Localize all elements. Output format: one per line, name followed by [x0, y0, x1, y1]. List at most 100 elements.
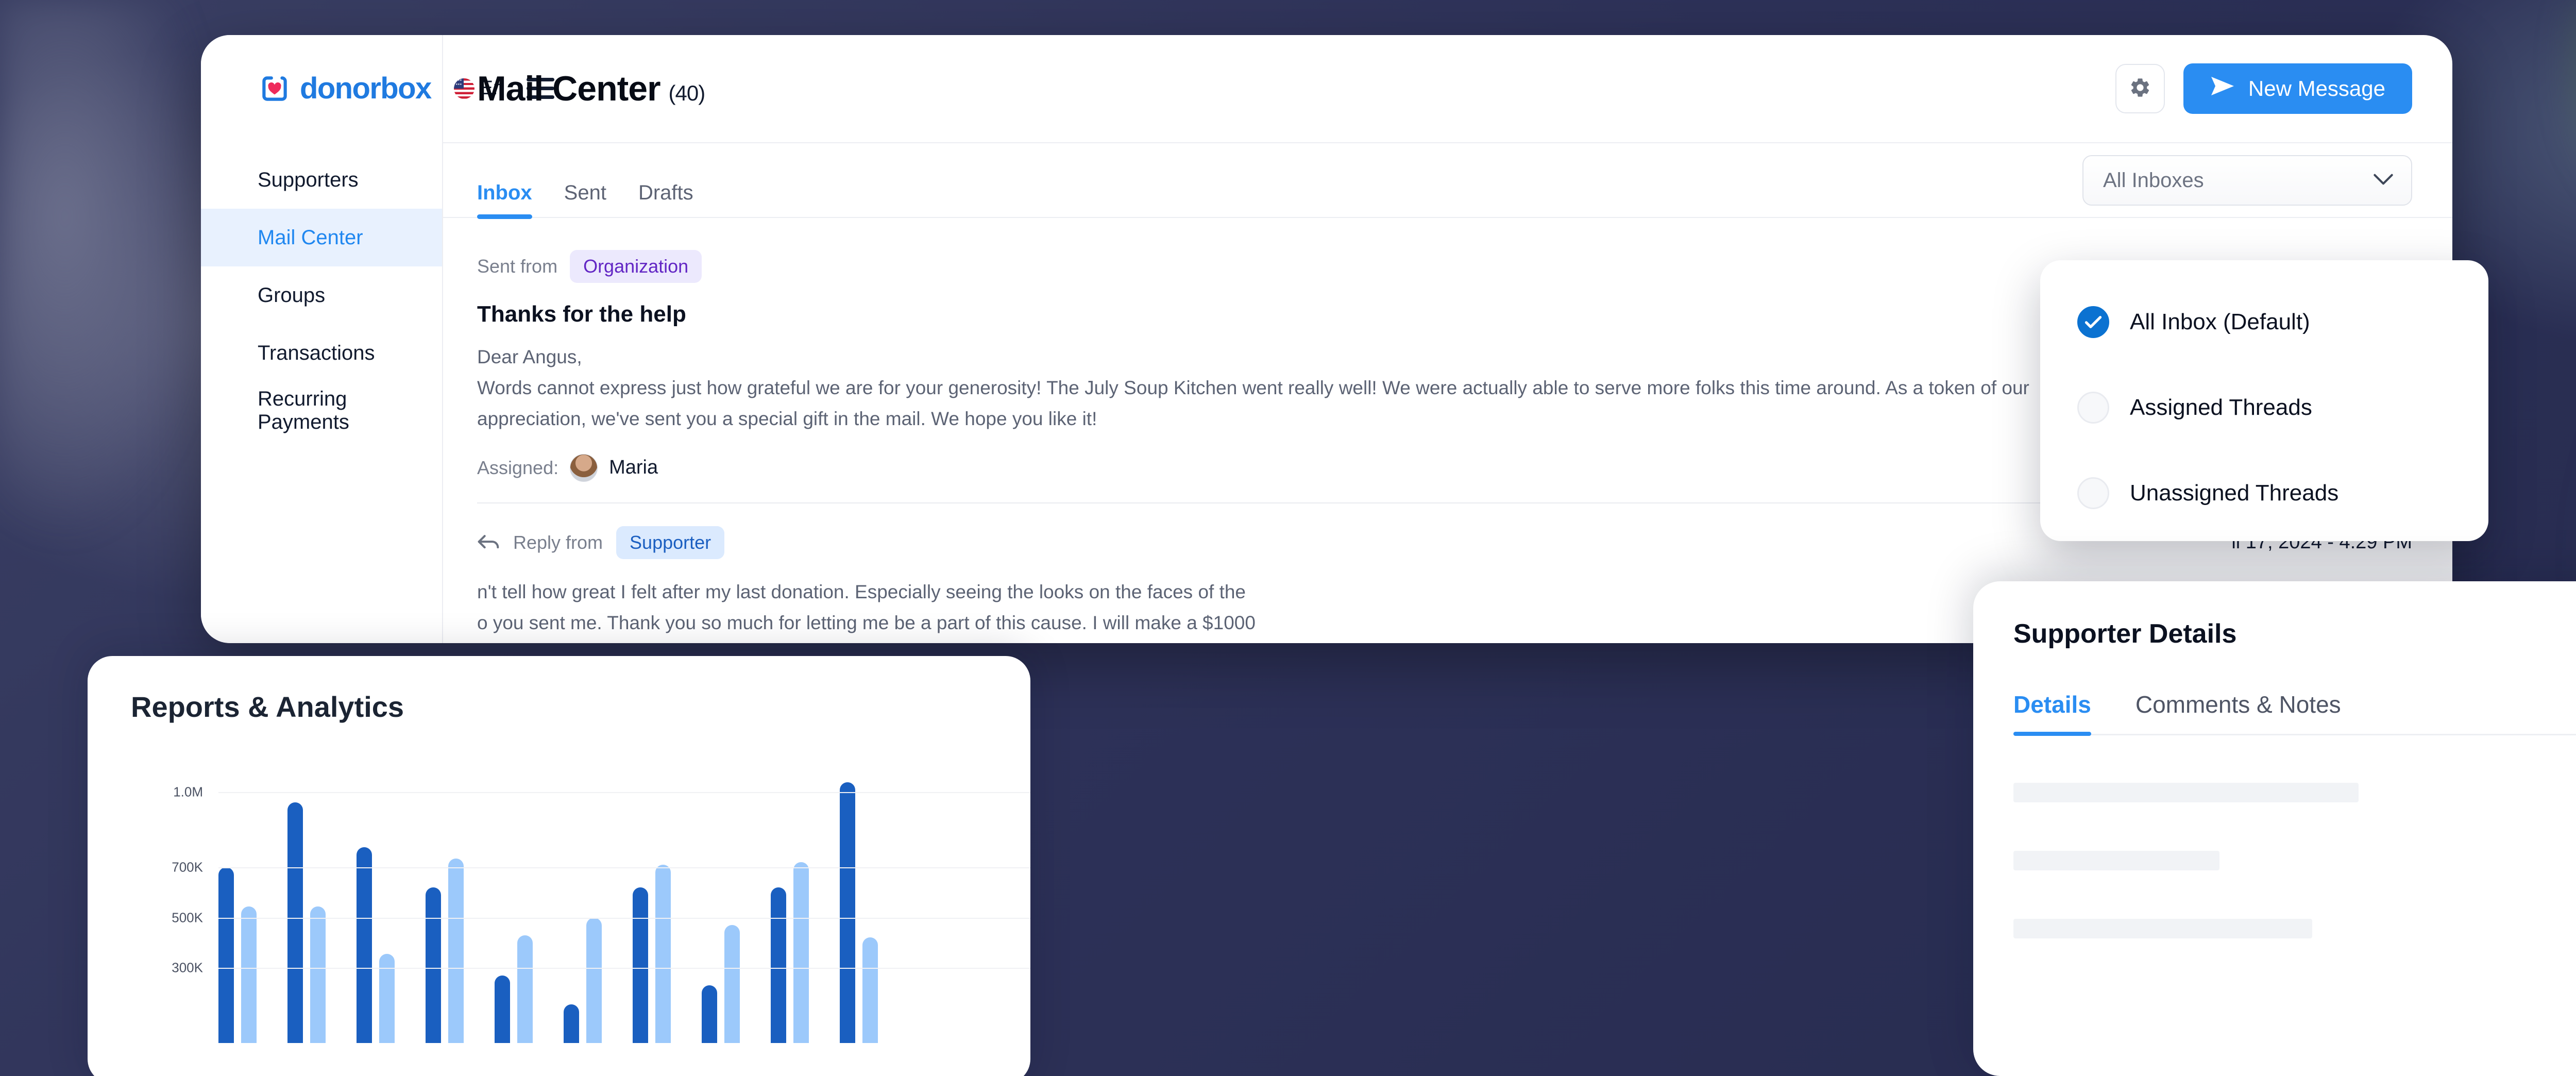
mail-tabs: Inbox Sent Drafts — [477, 181, 693, 219]
reply-arrow-icon[interactable] — [477, 533, 500, 552]
sidebar-header: donorbox En — [201, 35, 555, 106]
thread-body: Dear Angus, Words cannot express just ho… — [477, 342, 2100, 434]
chart-bar[interactable] — [586, 917, 602, 1043]
chart-bar[interactable] — [702, 985, 717, 1043]
mail-thread: Sent from Organization Thanks for the he… — [443, 218, 2452, 643]
tab-details[interactable]: Details — [2013, 691, 2091, 736]
chart-bar[interactable] — [495, 975, 510, 1043]
reply-paragraph-line-2: o you sent me. Thank you so much for let… — [477, 612, 1256, 633]
chart-bar[interactable] — [771, 887, 786, 1043]
tab-drafts[interactable]: Drafts — [638, 181, 693, 217]
tab-label: Comments & Notes — [2135, 691, 2341, 718]
sidebar-item-transactions[interactable]: Transactions — [201, 324, 442, 382]
main-content: Mail Center (40) New Message — [443, 35, 2452, 643]
dropdown-option-all-inbox[interactable]: All Inbox (Default) — [2040, 295, 2488, 349]
skeleton-row — [2013, 919, 2312, 938]
inbox-filter-select[interactable]: All Inboxes — [2082, 155, 2412, 206]
chart-bar[interactable] — [448, 859, 464, 1043]
page-title-count: (40) — [668, 81, 706, 105]
skeleton-row — [2013, 851, 2219, 870]
tab-inbox[interactable]: Inbox — [477, 181, 532, 219]
assignee-name: Maria — [609, 457, 658, 479]
assigned-row: Assigned: Maria — [477, 453, 2412, 482]
reports-analytics-card: Reports & Analytics 1.0M 700K 500K 300K — [88, 656, 1030, 1076]
chart-bar[interactable] — [426, 887, 441, 1043]
avatar — [570, 453, 598, 482]
chart-bar-group[interactable] — [287, 802, 326, 1043]
tab-sent[interactable]: Sent — [564, 181, 606, 217]
status-badge-supporter: Supporter — [616, 526, 725, 559]
chart-bar[interactable] — [517, 935, 533, 1043]
chart-bar-group[interactable] — [495, 935, 533, 1043]
chart-y-tick-label: 300K — [172, 960, 203, 976]
chart-bar-group[interactable] — [564, 917, 602, 1043]
language-label: En — [480, 77, 504, 99]
chart-bar[interactable] — [840, 782, 855, 1043]
tab-label: Drafts — [638, 181, 693, 204]
chart-bar[interactable] — [862, 937, 878, 1043]
sidebar-item-label: Groups — [258, 283, 326, 307]
chart-bar[interactable] — [241, 906, 257, 1043]
sidebar: donorbox En Supporters Mail Center Group… — [201, 35, 555, 643]
chart-bar-group[interactable] — [702, 925, 740, 1043]
sidebar-item-groups[interactable]: Groups — [201, 266, 442, 324]
sidebar-item-recurring-payments[interactable]: Recurring Payments — [201, 382, 442, 440]
background-glow-left — [0, 0, 216, 541]
bar-chart: 1.0M 700K 500K 300K — [131, 754, 1030, 1076]
sent-from-label: Sent from — [477, 256, 558, 277]
chart-bar[interactable] — [310, 906, 326, 1043]
check-icon — [2077, 306, 2109, 338]
gear-icon — [2129, 76, 2151, 102]
sidebar-item-supporters[interactable]: Supporters — [201, 151, 442, 209]
chart-bar[interactable] — [793, 862, 809, 1043]
chart-y-tick-label: 1.0M — [173, 784, 203, 800]
thread-divider — [477, 502, 2412, 503]
settings-button[interactable] — [2115, 64, 2165, 113]
supporter-details-skeleton — [2013, 783, 2576, 938]
chart-bar[interactable] — [357, 847, 372, 1043]
chart-bar[interactable] — [655, 865, 671, 1043]
chart-bar[interactable] — [287, 802, 303, 1043]
chart-bar[interactable] — [379, 954, 395, 1043]
page-title-text: Mail Center — [477, 69, 661, 108]
dropdown-option-label: Assigned Threads — [2130, 395, 2312, 420]
chart-bar-group[interactable] — [633, 865, 671, 1043]
inbox-filter-dropdown: All Inbox (Default) Assigned Threads Una… — [2040, 260, 2488, 541]
reply-body: n't tell how great I felt after my last … — [477, 577, 2412, 638]
thread-subject: Thanks for the help — [477, 301, 686, 327]
panel-title: Supporter Details — [2013, 619, 2237, 649]
chart-bar-group[interactable] — [218, 867, 257, 1043]
new-message-button[interactable]: New Message — [2183, 63, 2412, 114]
chart-bar-group[interactable] — [771, 862, 809, 1043]
chart-bars — [218, 754, 1030, 1043]
chart-bar[interactable] — [564, 1004, 579, 1043]
supporter-details-tabs: Details Comments & Notes — [2013, 691, 2576, 736]
reports-title: Reports & Analytics — [131, 691, 404, 723]
chart-bar-group[interactable] — [357, 847, 395, 1043]
app-window: donorbox En Supporters Mail Center Group… — [201, 35, 2452, 643]
inbox-filter-value: All Inboxes — [2103, 169, 2204, 192]
thread-greeting: Dear Angus, — [477, 346, 582, 367]
chart-bar-group[interactable] — [840, 782, 878, 1043]
chart-plot-area — [218, 754, 1030, 1043]
tab-label: Inbox — [477, 181, 532, 204]
hamburger-menu-icon[interactable] — [527, 78, 555, 99]
reply-from-label: Reply from — [513, 531, 603, 553]
page-header: Mail Center (40) New Message — [443, 35, 2452, 143]
sidebar-item-mail-center[interactable]: Mail Center — [201, 209, 442, 266]
chart-bar-group[interactable] — [426, 859, 464, 1043]
tab-comments-notes[interactable]: Comments & Notes — [2136, 691, 2341, 734]
radio-unchecked-icon — [2077, 392, 2109, 424]
chart-bar[interactable] — [218, 867, 234, 1043]
dropdown-option-label: All Inbox (Default) — [2130, 309, 2310, 334]
donorbox-logo[interactable]: donorbox — [258, 71, 432, 106]
dropdown-option-unassigned-threads[interactable]: Unassigned Threads — [2040, 466, 2488, 520]
dropdown-option-label: Unassigned Threads — [2130, 480, 2339, 506]
sent-from-row: Sent from Organization — [477, 250, 2412, 283]
chart-bar[interactable] — [633, 887, 648, 1043]
dropdown-option-assigned-threads[interactable]: Assigned Threads — [2040, 381, 2488, 434]
donorbox-wordmark: donorbox — [300, 72, 432, 105]
reply-paragraph-line-1: n't tell how great I felt after my last … — [477, 581, 1246, 602]
language-selector[interactable]: En — [453, 77, 504, 99]
chart-bar[interactable] — [724, 925, 740, 1043]
